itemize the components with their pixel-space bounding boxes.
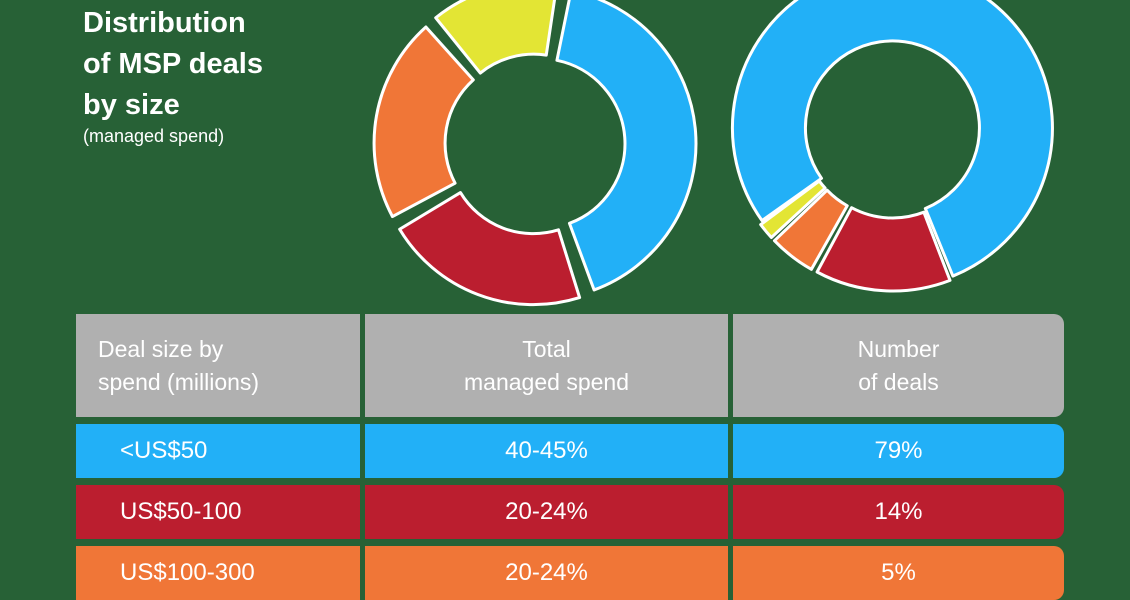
- donut-slice: [372, 25, 475, 219]
- chart-subtitle: (managed spend): [83, 126, 225, 146]
- chart-title-block: Distribution of MSP deals by size (manag…: [83, 3, 263, 146]
- cell-deal-size: US$50-100: [76, 485, 360, 539]
- cell-number-of-deals: 5%: [733, 546, 1064, 600]
- donut-slice: [731, 0, 1054, 278]
- table-header-row: Deal size by spend (millions) Total mana…: [76, 314, 1064, 417]
- chart-title-line: by size: [83, 89, 180, 121]
- header-text: Number: [857, 335, 940, 362]
- header-number-of-deals: Number of deals: [733, 314, 1064, 417]
- header-total-spend: Total managed spend: [365, 314, 728, 417]
- donut-slice: [434, 0, 557, 75]
- cell-total-spend: 20-24%: [365, 485, 728, 539]
- cell-number-of-deals: 14%: [733, 485, 1064, 539]
- table-row: US$50-100 20-24% 14%: [76, 485, 1064, 539]
- chart-title-line: Distribution: [83, 7, 246, 39]
- chart-title-line: of MSP deals: [83, 48, 263, 80]
- cell-deal-size: US$100-300: [76, 546, 360, 600]
- donut-slice: [759, 179, 827, 239]
- cell-deal-size: <US$50: [76, 424, 360, 478]
- donut-slice: [772, 188, 849, 271]
- header-text: spend (millions): [98, 368, 260, 395]
- cell-total-spend: 20-24%: [365, 546, 728, 600]
- table-row: <US$50 40-45% 79%: [76, 424, 1064, 478]
- donut-slice: [815, 206, 952, 293]
- cell-total-spend: 40-45%: [365, 424, 728, 478]
- donut-slice: [555, 0, 698, 292]
- table-row: US$100-300 20-24% 5%: [76, 546, 1064, 600]
- header-deal-size: Deal size by spend (millions): [76, 314, 360, 417]
- donut-charts: [372, 0, 1054, 307]
- donut-slice: [398, 191, 582, 307]
- header-text: Total: [522, 335, 571, 362]
- legend-table: Deal size by spend (millions) Total mana…: [76, 314, 1064, 600]
- cell-number-of-deals: 79%: [733, 424, 1064, 478]
- header-text: of deals: [858, 368, 939, 395]
- header-text: Deal size by: [98, 335, 224, 362]
- header-text: managed spend: [464, 368, 629, 395]
